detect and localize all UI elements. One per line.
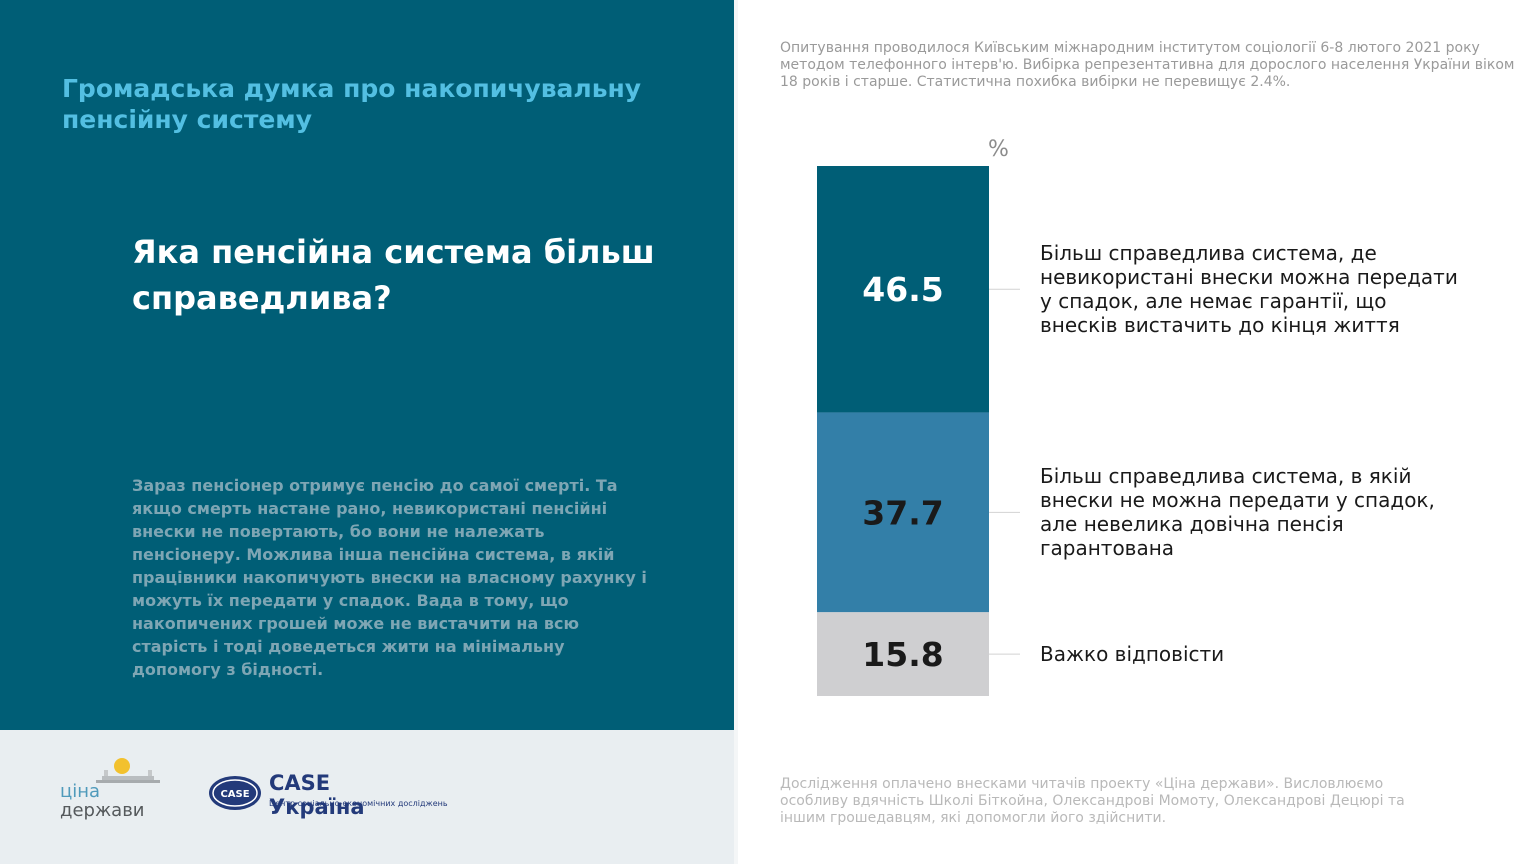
- cina-derzhavy-building-icon: [96, 758, 160, 783]
- bar-segment-dont-know: [817, 612, 989, 696]
- funding-note: Дослідження оплачено внесками читачів пр…: [780, 776, 1405, 826]
- panel-divider: [734, 0, 738, 864]
- left-panel: [0, 0, 734, 730]
- bar-segment-guaranteed: [817, 412, 989, 613]
- bar-segment-inheritable: [817, 166, 989, 413]
- stacked-bar-chart: 46.5 37.7 15.8: [817, 166, 1020, 696]
- case-ukraine-logo: CASE CASE Україна Центр соціально-економ…: [207, 768, 448, 819]
- category-label-inheritable: Більш справедлива система, де невикорист…: [1040, 241, 1458, 338]
- cina-logo-word-2: держави: [60, 800, 145, 821]
- category-label-dont-know: Важко відповісти: [1040, 642, 1225, 667]
- case-emblem-icon: CASE: [209, 776, 261, 810]
- cina-logo-word-1: ціна: [60, 781, 101, 802]
- bar-value-label-inheritable: 46.5: [862, 270, 943, 309]
- bar-value-label-guaranteed: 37.7: [862, 493, 943, 532]
- cina-derzhavy-logo: ціна держави: [58, 752, 168, 822]
- methodology-note: Опитування проводилося Київським міжнаро…: [780, 40, 1515, 90]
- bar-value-label-dont-know: 15.8: [862, 635, 943, 674]
- unit-label: %: [988, 137, 1009, 162]
- explanation-text: Зараз пенсіонер отримує пенсію до самої …: [132, 476, 647, 679]
- logo-strip: [0, 730, 734, 864]
- case-emblem-text: CASE: [220, 789, 249, 800]
- page-subtitle: Громадська думка про накопичувальну пенс…: [62, 74, 642, 134]
- case-logo-subtitle: Центр соціально-економічних досліджень: [269, 799, 448, 808]
- page-title: Яка пенсійна система більш справедлива?: [132, 233, 655, 317]
- case-logo-title: CASE Україна: [269, 771, 365, 819]
- category-label-guaranteed: Більш справедлива система, в якій внески…: [1040, 464, 1435, 561]
